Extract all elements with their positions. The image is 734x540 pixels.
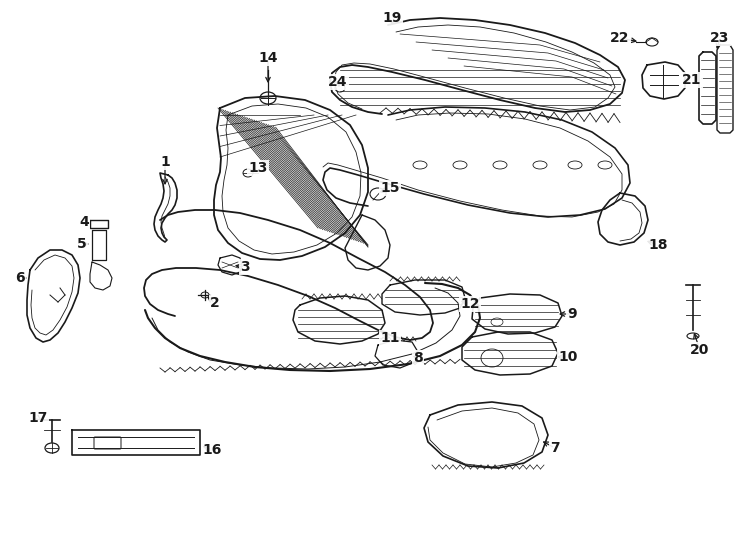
Text: 3: 3 [240, 260, 250, 274]
Text: 15: 15 [380, 181, 400, 195]
Text: 13: 13 [248, 161, 268, 175]
Text: 10: 10 [559, 350, 578, 364]
Text: 1: 1 [160, 155, 170, 169]
Text: 20: 20 [690, 343, 710, 357]
Text: 16: 16 [203, 443, 222, 457]
Text: 17: 17 [29, 411, 48, 425]
Text: 12: 12 [460, 297, 480, 311]
Text: 8: 8 [413, 351, 423, 365]
Text: 14: 14 [258, 51, 277, 65]
Text: 24: 24 [328, 75, 348, 89]
Text: 4: 4 [79, 215, 89, 229]
Text: 22: 22 [610, 31, 630, 45]
Text: 5: 5 [77, 237, 87, 251]
Text: 9: 9 [567, 307, 577, 321]
Text: 18: 18 [648, 238, 668, 252]
Text: 11: 11 [380, 331, 400, 345]
Text: 19: 19 [382, 11, 401, 25]
Text: 23: 23 [711, 31, 730, 45]
Text: 21: 21 [682, 73, 702, 87]
Text: 6: 6 [15, 271, 25, 285]
Text: 7: 7 [550, 441, 560, 455]
Text: 2: 2 [210, 296, 220, 310]
